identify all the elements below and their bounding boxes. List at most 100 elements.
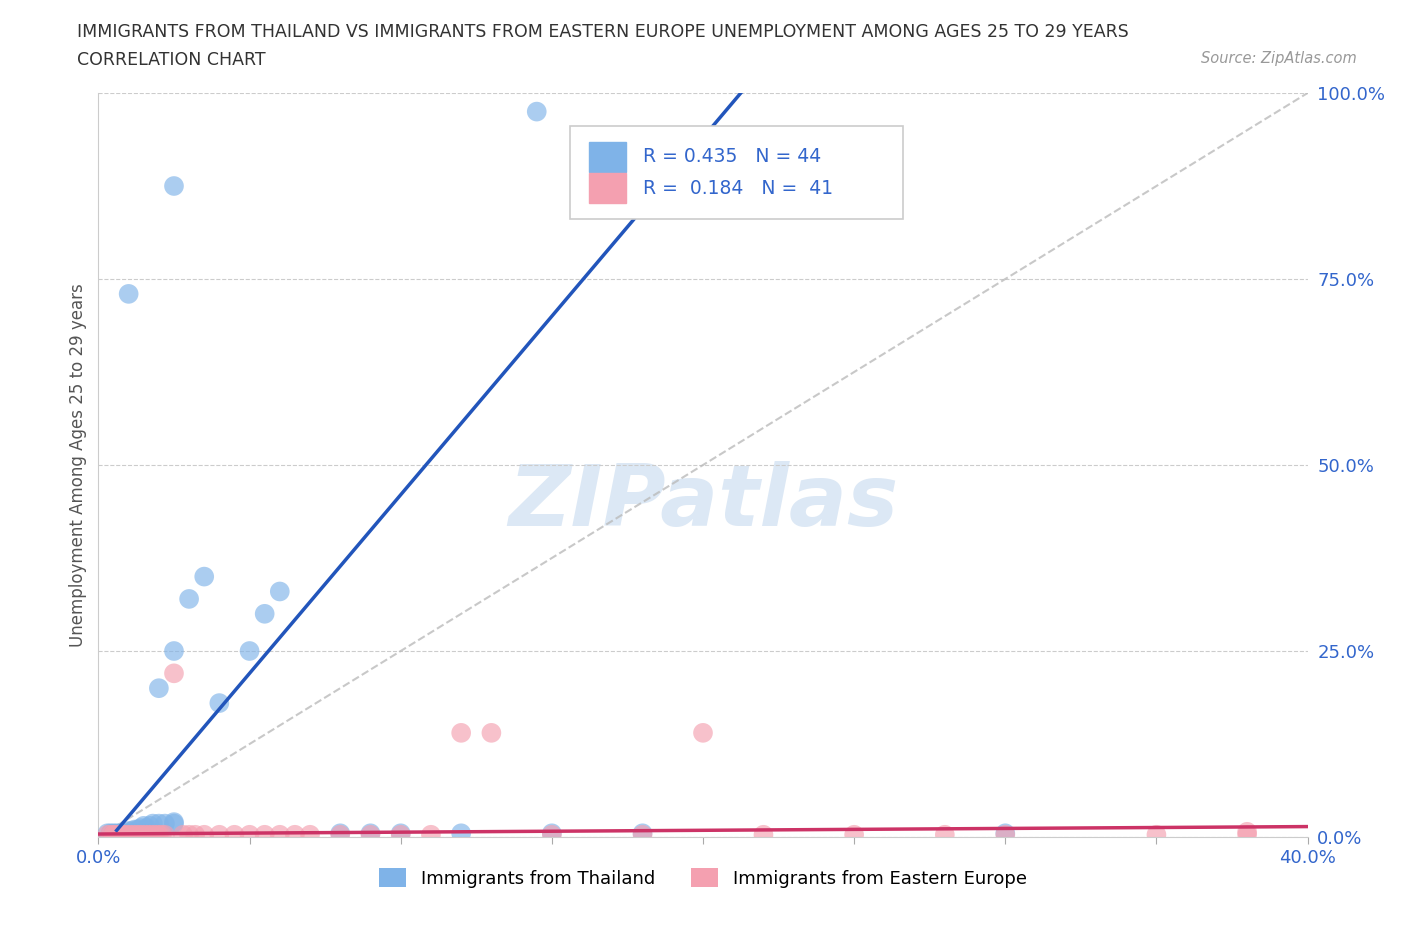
Point xyxy=(114,828,136,843)
Point xyxy=(100,826,122,841)
Point xyxy=(153,828,176,843)
Point xyxy=(118,828,141,843)
Point xyxy=(284,828,307,843)
Point xyxy=(103,828,125,843)
Legend: Immigrants from Thailand, Immigrants from Eastern Europe: Immigrants from Thailand, Immigrants fro… xyxy=(373,861,1033,895)
Point xyxy=(172,828,194,843)
Point xyxy=(193,828,215,843)
Text: Source: ZipAtlas.com: Source: ZipAtlas.com xyxy=(1201,51,1357,66)
Point xyxy=(329,828,352,843)
Point xyxy=(1236,824,1258,839)
Point xyxy=(184,828,207,843)
Point xyxy=(389,826,412,841)
Point xyxy=(111,828,134,843)
Point xyxy=(114,828,136,843)
Point xyxy=(163,179,186,193)
Point xyxy=(450,725,472,740)
Point xyxy=(148,828,170,843)
Text: R = 0.435   N = 44: R = 0.435 N = 44 xyxy=(643,148,821,166)
Point xyxy=(179,828,201,843)
Point xyxy=(103,826,125,841)
Point xyxy=(142,817,165,831)
Point xyxy=(994,828,1017,843)
Point xyxy=(111,828,134,843)
Point xyxy=(540,826,562,841)
Point xyxy=(208,828,231,843)
Point xyxy=(108,828,131,843)
Point xyxy=(100,828,122,843)
FancyBboxPatch shape xyxy=(569,126,903,219)
Point xyxy=(450,826,472,841)
Point xyxy=(481,725,503,740)
Point xyxy=(844,828,866,843)
Point xyxy=(103,828,125,843)
Point xyxy=(105,828,128,843)
Point xyxy=(135,828,157,843)
Point xyxy=(142,828,165,843)
Point xyxy=(105,826,128,841)
Point xyxy=(145,828,167,843)
Point xyxy=(148,681,170,696)
Point xyxy=(105,828,128,843)
Point xyxy=(139,818,162,833)
Point xyxy=(127,822,149,837)
Point xyxy=(121,824,143,839)
Text: R =  0.184   N =  41: R = 0.184 N = 41 xyxy=(643,179,832,198)
Point xyxy=(631,828,654,843)
Point xyxy=(118,828,141,843)
Point xyxy=(692,725,714,740)
Point xyxy=(994,826,1017,841)
Point xyxy=(224,828,246,843)
Point xyxy=(299,828,322,843)
Point xyxy=(752,828,775,843)
Point xyxy=(153,817,176,831)
Point xyxy=(329,826,352,841)
Point xyxy=(129,820,152,835)
Point xyxy=(127,828,149,843)
Point xyxy=(163,815,186,830)
Point xyxy=(108,828,131,843)
Point xyxy=(420,828,443,843)
Point xyxy=(103,828,125,843)
Point xyxy=(239,644,262,658)
Point xyxy=(150,828,173,843)
Point xyxy=(163,666,186,681)
Point xyxy=(148,817,170,831)
Point xyxy=(135,820,157,835)
Point xyxy=(118,286,141,301)
Point xyxy=(208,696,231,711)
Point xyxy=(124,828,146,843)
Point xyxy=(124,822,146,837)
Point xyxy=(934,828,956,843)
Point xyxy=(163,644,186,658)
Point xyxy=(114,826,136,841)
Point xyxy=(389,828,412,843)
Point xyxy=(179,591,201,606)
Point xyxy=(129,828,152,843)
Point xyxy=(239,828,262,843)
Point xyxy=(631,826,654,841)
Y-axis label: Unemployment Among Ages 25 to 29 years: Unemployment Among Ages 25 to 29 years xyxy=(69,283,87,647)
Point xyxy=(132,828,155,843)
Text: CORRELATION CHART: CORRELATION CHART xyxy=(77,51,266,69)
Point xyxy=(96,826,118,841)
Point xyxy=(1144,828,1167,843)
Point xyxy=(111,828,134,843)
Point xyxy=(118,824,141,839)
Point xyxy=(269,828,291,843)
Point xyxy=(108,828,131,843)
Point xyxy=(269,584,291,599)
Point xyxy=(360,828,382,843)
Point xyxy=(253,828,276,843)
Point xyxy=(108,826,131,841)
Point xyxy=(540,828,562,843)
Text: ZIPatlas: ZIPatlas xyxy=(508,460,898,544)
Point xyxy=(132,818,155,833)
Point xyxy=(111,826,134,841)
Point xyxy=(96,828,118,843)
Text: IMMIGRANTS FROM THAILAND VS IMMIGRANTS FROM EASTERN EUROPE UNEMPLOYMENT AMONG AG: IMMIGRANTS FROM THAILAND VS IMMIGRANTS F… xyxy=(77,23,1129,41)
FancyBboxPatch shape xyxy=(589,173,626,203)
Point xyxy=(163,817,186,831)
Point xyxy=(360,826,382,841)
Point xyxy=(526,104,548,119)
